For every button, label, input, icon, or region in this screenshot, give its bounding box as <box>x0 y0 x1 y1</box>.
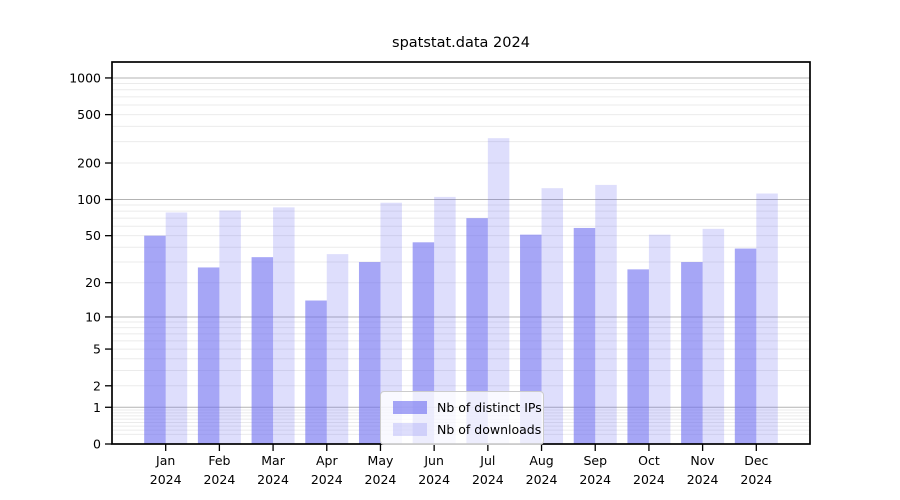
bar-downloads-may <box>380 202 402 444</box>
bar-ips-jan <box>144 235 166 444</box>
x-tick-label: Jul 2024 <box>472 453 504 487</box>
y-tick-label: 200 <box>77 156 101 171</box>
legend-swatch-downloads-icon <box>393 422 427 436</box>
x-tick-label: Dec 2024 <box>740 453 772 487</box>
bar-ips-sep <box>573 227 596 444</box>
x-tick-label: Jun 2024 <box>418 453 450 487</box>
y-tick-label: 100 <box>77 192 101 207</box>
bar-ips-jul <box>466 218 488 444</box>
bar-downloads-jan <box>165 212 188 444</box>
bar-downloads-dec <box>756 193 778 444</box>
x-tick-label: Oct 2024 <box>633 453 665 487</box>
y-tick-label: 5 <box>93 342 101 357</box>
bars-downloads <box>165 138 778 444</box>
x-tick-label: Apr 2024 <box>311 453 343 487</box>
bar-ips-nov <box>681 262 703 444</box>
bar-ips-oct <box>627 269 649 444</box>
x-tick-label: Jan 2024 <box>150 453 182 487</box>
bar-ips-feb <box>197 267 220 444</box>
y-tick-label: 2 <box>93 378 101 393</box>
x-axis: Jan 2024 Feb 2024 Mar 2024 Apr 2024 May 2024 Jun 20… <box>150 444 772 487</box>
y-tick-label: 500 <box>77 107 101 122</box>
x-tick-label: Nov 2024 <box>687 453 719 487</box>
y-tick-label: 10 <box>85 309 101 324</box>
y-tick-label: 20 <box>85 275 101 290</box>
bar-ips-dec <box>734 248 757 444</box>
bar-downloads-nov <box>702 228 725 444</box>
legend-label-downloads: Nb of downloads <box>437 421 542 437</box>
x-tick-label: Aug 2024 <box>526 453 558 487</box>
legend-item-distinct-ips: Nb of distinct IPs <box>393 398 542 416</box>
bar-downloads-sep <box>595 184 617 444</box>
legend-item-downloads: Nb of downloads <box>393 420 541 438</box>
bar-downloads-jun <box>434 196 456 444</box>
chart-title: spatstat.data 2024 <box>392 35 530 51</box>
legend: Nb of distinct IPs Nb of downloads <box>380 391 544 445</box>
bar-ips-may <box>358 262 381 444</box>
legend-label-distinct-ips: Nb of distinct IPs <box>437 399 542 415</box>
bar-downloads-jul <box>487 138 510 444</box>
bar-downloads-apr <box>326 254 349 444</box>
y-tick-label: 1 <box>93 400 101 415</box>
x-tick-label: Sep 2024 <box>579 453 611 487</box>
y-tick-label: 50 <box>85 228 101 243</box>
x-tick-label: Feb 2024 <box>203 453 235 487</box>
x-tick-label: Mar 2024 <box>257 453 289 487</box>
x-tick-label: May 2024 <box>365 453 397 487</box>
y-tick-label: 0 <box>93 437 101 452</box>
bar-downloads-aug <box>541 188 564 444</box>
bar-ips-mar <box>251 257 274 444</box>
bar-downloads-oct <box>648 234 671 444</box>
legend-swatch-distinct-ips-icon <box>393 400 427 414</box>
y-tick-label: 1000 <box>69 70 101 85</box>
bar-downloads-feb <box>219 210 241 444</box>
bar-downloads-mar <box>273 207 295 444</box>
y-axis: 0 1 2 5 10 20 50 100 200 500 1000 <box>69 70 112 452</box>
bar-ips-apr <box>305 300 327 444</box>
